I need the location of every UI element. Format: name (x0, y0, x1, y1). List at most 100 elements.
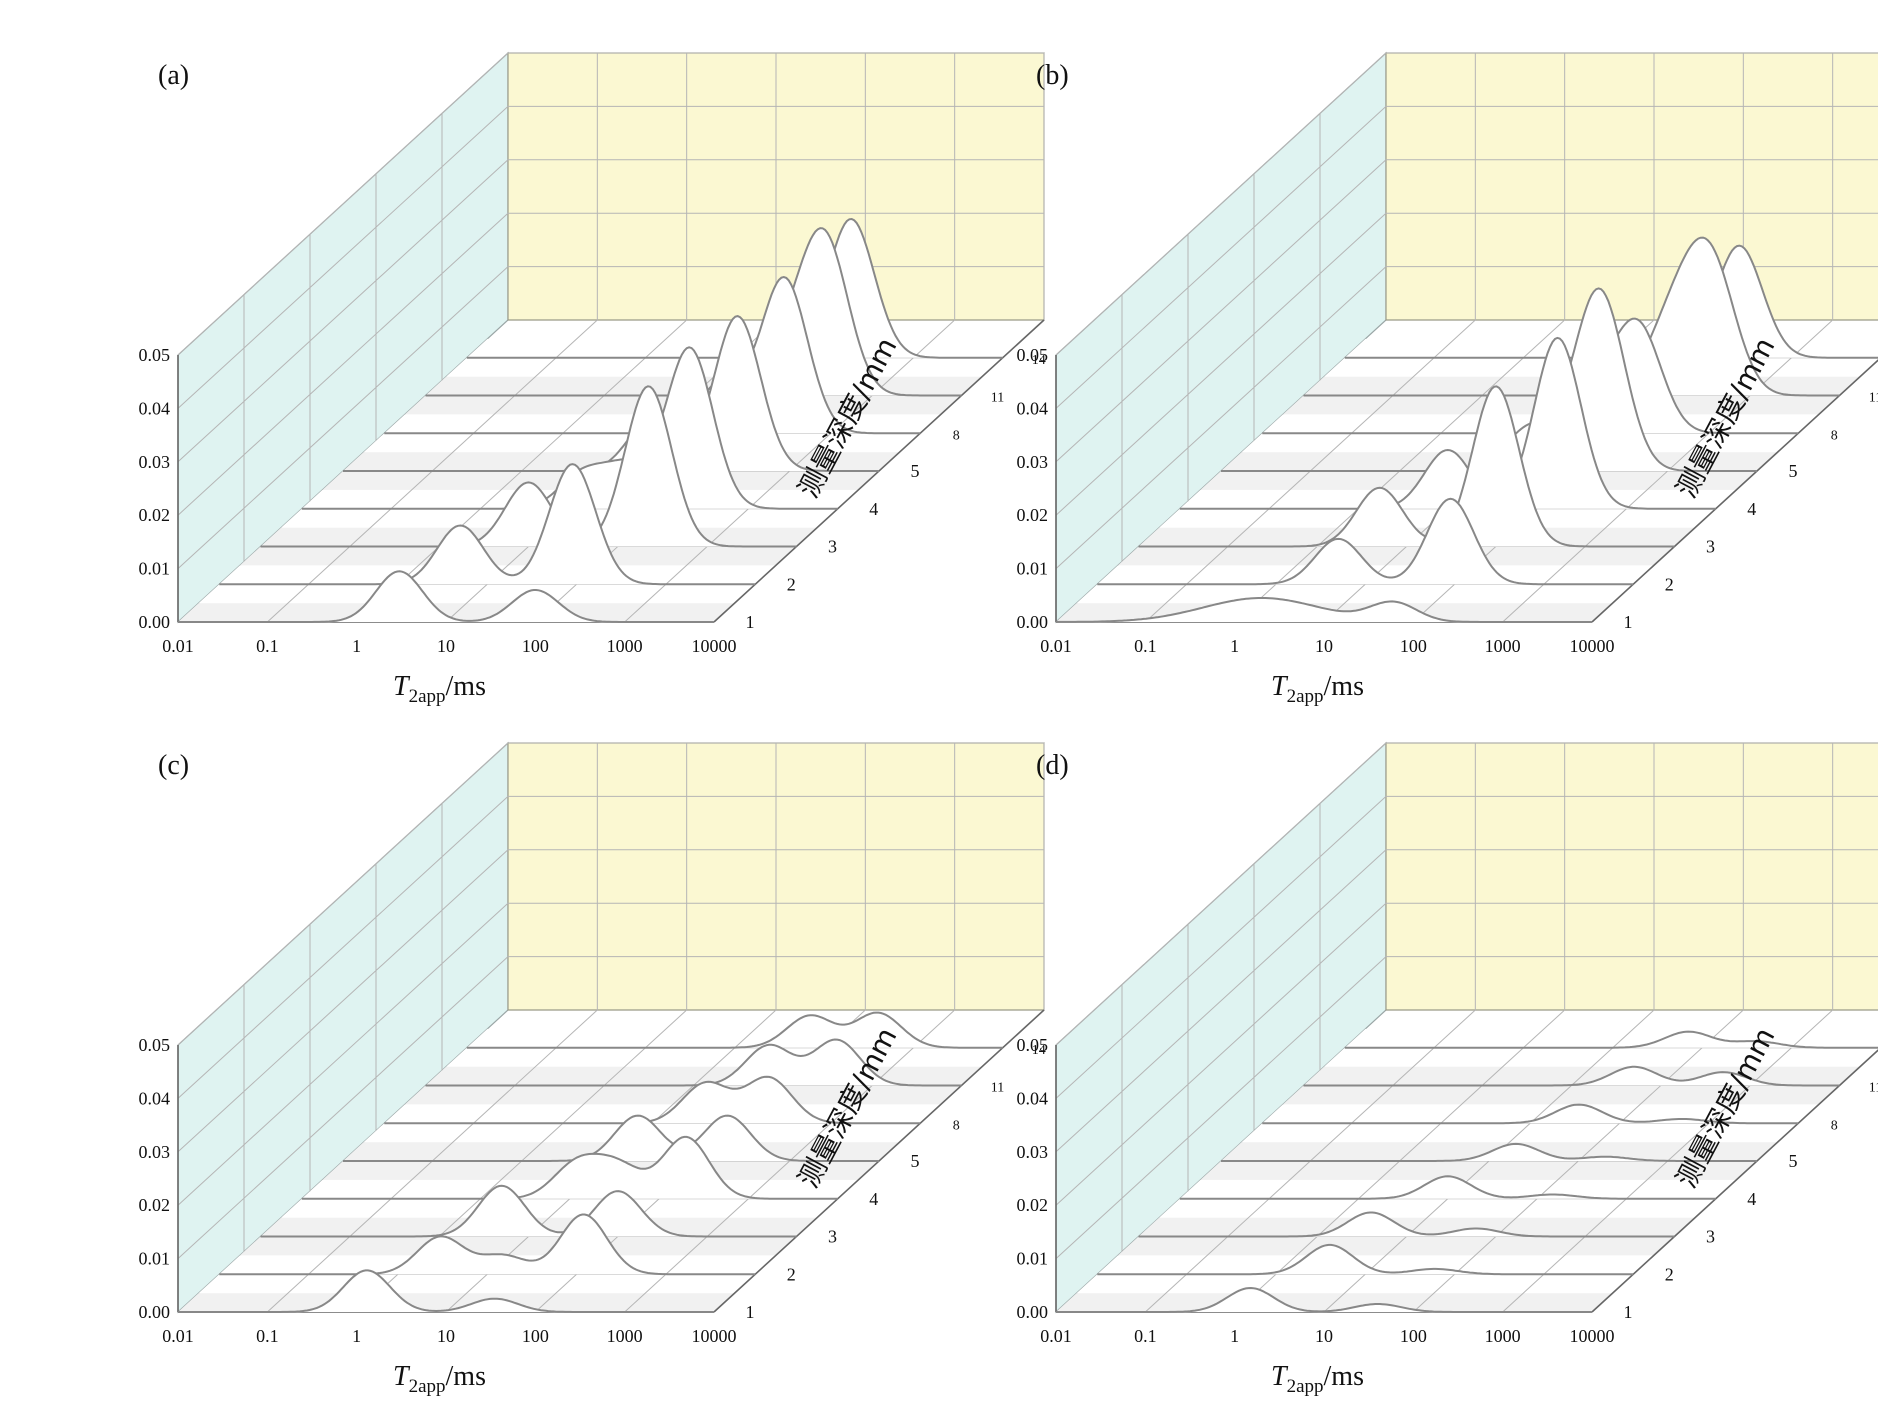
side-gridline (177, 849, 509, 1153)
series-fill-depth-11 (1303, 1066, 1840, 1086)
depth-tick-label: 1 (1624, 1302, 1633, 1322)
series-line-depth-4 (1179, 1175, 1716, 1200)
x-tick-label: 0.1 (1134, 1326, 1157, 1346)
x-axis-label: T2app/ms (393, 1361, 486, 1397)
x-tick-label: 10 (437, 636, 455, 656)
series-fill-depth-11 (425, 228, 962, 396)
depth-tick-label: 5 (1789, 461, 1798, 481)
series-line-depth-2 (1097, 497, 1634, 586)
y-tick-label: 0.03 (139, 1142, 171, 1162)
series-line-depth-8 (384, 1075, 921, 1125)
y-tick-label: 0.05 (1017, 1035, 1049, 1055)
y-tick-label: 0.04 (1017, 1088, 1049, 1108)
depth-tick-label: 3 (1706, 1227, 1715, 1247)
series-line-depth-5 (343, 315, 879, 472)
series-line-depth-1 (1055, 597, 1592, 623)
x-tick-label: 100 (522, 1326, 549, 1346)
series-fill-depth-8 (384, 1076, 921, 1124)
panel-d: 0.00 0.01 0.02 0.03 0.04 0.05 0.01 0.1 1 10 100 100… (1017, 741, 1878, 1397)
series-fill-depth-5 (1221, 288, 1757, 471)
x-tick-label: 1 (352, 636, 361, 656)
x-tick-label: 100 (522, 636, 549, 656)
depth-tick-label: 5 (911, 1151, 920, 1171)
side-gridline (1055, 956, 1387, 1259)
y-tick-label: 0.00 (1017, 612, 1049, 632)
series-line-depth-1 (178, 570, 714, 623)
depth-tick-label: 8 (1831, 1118, 1838, 1133)
x-tick-label: 0.1 (256, 636, 279, 656)
series-fill-depth-11 (425, 1039, 962, 1086)
x-axis-label-unit: /ms (446, 671, 486, 702)
side-gridline (177, 742, 509, 1046)
x-axis-label: T2app/ms (393, 671, 486, 707)
depth-tick-label: 11 (991, 391, 1004, 406)
series-fill-depth-3 (1138, 1212, 1675, 1237)
x-tick-label: 1 (352, 1326, 361, 1346)
x-axis-label-unit: /ms (1324, 671, 1364, 702)
depth-tick-label: 2 (787, 574, 796, 594)
side-gridline (1055, 266, 1387, 569)
back-wall (1385, 742, 1878, 1011)
y-tick-label: 0.05 (1017, 345, 1049, 365)
back-wall (1385, 52, 1878, 321)
depth-tick-label: 11 (1869, 1081, 1878, 1096)
series-fill-depth-14 (466, 1012, 1003, 1048)
x-tick-label: 0.1 (256, 1326, 279, 1346)
series-fill-depth-14 (466, 219, 1003, 358)
depth-tick-label: 8 (1831, 428, 1838, 443)
depth-tick-label: 5 (1789, 1151, 1798, 1171)
depth-tick-label: 4 (869, 1189, 878, 1209)
y-tick-label: 0.04 (139, 1088, 171, 1108)
depth-tick-label: 3 (828, 1227, 837, 1247)
x-axis-label-subscript: 2app (409, 1376, 446, 1397)
depth-tick-label: 3 (828, 537, 837, 557)
side-gridline (1055, 106, 1387, 409)
series-line-depth-1 (178, 1269, 714, 1313)
x-tick-label: 10000 (1570, 636, 1615, 656)
depth-tick-label: 4 (1747, 499, 1756, 519)
x-tick-label: 1000 (1485, 1326, 1521, 1346)
series-line-depth-2 (219, 1213, 756, 1276)
depth-tick-label: 1 (746, 612, 755, 632)
y-tick-label: 0.00 (1017, 1302, 1049, 1322)
series-fill-depth-4 (301, 347, 838, 509)
series-line-depth-4 (301, 1135, 838, 1200)
series-line-depth-14 (1344, 1030, 1878, 1049)
y-tick-label: 0.03 (1017, 452, 1049, 472)
depth-tick-label: 8 (953, 1118, 960, 1133)
depth-tick-label: 3 (1706, 537, 1715, 557)
side-gridline (1055, 796, 1387, 1099)
depth-tick-label: 1 (746, 1302, 755, 1322)
y-tick-label: 0.00 (139, 612, 171, 632)
side-gridline (177, 266, 509, 569)
y-tick-label: 0.04 (139, 398, 171, 418)
x-tick-label: 1 (1230, 636, 1239, 656)
depth-tick-label: 5 (911, 461, 920, 481)
x-tick-label: 1 (1230, 1326, 1239, 1346)
series-fill-depth-2 (1097, 498, 1634, 585)
x-tick-label: 10000 (1570, 1326, 1615, 1346)
x-axis-label-unit: /ms (1324, 1361, 1364, 1392)
side-gridline (1055, 742, 1387, 1046)
series-fill-depth-3 (260, 386, 797, 547)
panel-label: (a) (158, 60, 189, 91)
y-tick-label: 0.02 (1017, 1195, 1049, 1215)
y-tick-label: 0.05 (139, 345, 171, 365)
x-axis-label: T2app/ms (1271, 671, 1364, 707)
x-tick-label: 1000 (607, 636, 643, 656)
x-axis-label-subscript: 2app (1287, 686, 1324, 707)
side-gridline (1055, 212, 1387, 516)
side-gridline (1055, 902, 1387, 1206)
side-gridline (177, 159, 509, 463)
depth-tick-label: 14 (1032, 1043, 1046, 1058)
series-line-depth-3 (260, 385, 797, 548)
series-fill-depth-8 (1262, 318, 1799, 434)
series-line-depth-3 (1138, 1211, 1675, 1238)
y-tick-label: 0.02 (1017, 505, 1049, 525)
series-fill-depth-4 (301, 1136, 838, 1199)
x-axis-label-symbol: T (393, 671, 411, 702)
side-gridline (177, 52, 509, 356)
y-tick-label: 0.04 (1017, 398, 1049, 418)
series-line-depth-2 (219, 463, 756, 586)
y-tick-label: 0.01 (139, 559, 171, 579)
